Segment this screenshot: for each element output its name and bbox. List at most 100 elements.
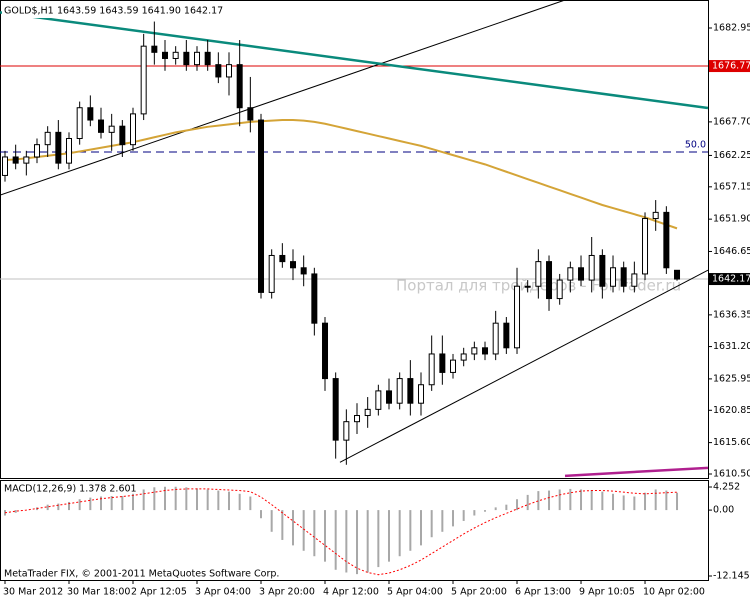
candle-body: [567, 267, 574, 281]
candle-body: [503, 322, 510, 349]
x-tick-label: 5 Apr 20:00: [451, 587, 507, 598]
candle-body: [204, 51, 211, 66]
candle-body: [300, 267, 307, 275]
candle-body: [140, 45, 147, 115]
candle-body: [44, 131, 51, 146]
candle-body: [556, 279, 563, 300]
candle-body: [172, 51, 179, 59]
candle-body: [119, 125, 126, 146]
candle-body: [546, 261, 553, 300]
x-tick-label: 9 Apr 10:05: [579, 587, 635, 598]
main-pane: [0, 0, 709, 479]
candle-body: [98, 119, 105, 133]
y-tick-label: -12.145: [713, 571, 750, 582]
macd-pane: [0, 480, 709, 581]
candle-body: [322, 322, 329, 380]
x-tick-label: 4 Apr 12:00: [323, 587, 379, 598]
candle-body: [12, 156, 19, 164]
y-tick-label: 0.00: [713, 505, 734, 516]
x-tick-label: 3 Apr 20:00: [259, 587, 315, 598]
candle-body: [578, 267, 585, 281]
bid-price-label: 1642.17: [712, 274, 750, 285]
candle-body: [450, 359, 457, 373]
y-tick-label: 1682.95: [713, 23, 750, 34]
y-tick-label: 1662.25: [713, 150, 750, 161]
header-bg: [2, 3, 202, 18]
fibo-label: 50.0: [685, 140, 706, 151]
candle-body: [23, 156, 30, 164]
x-tick-label: 5 Apr 04:00: [387, 587, 443, 598]
candle-body: [674, 269, 681, 280]
candle-body: [535, 261, 542, 287]
candle-body: [151, 45, 158, 53]
candle-body: [162, 51, 169, 59]
y-tick-label: 1646.65: [713, 246, 750, 257]
y-tick-label: 1631.20: [713, 341, 750, 352]
trend-line: [0, 11, 709, 110]
candle-body: [130, 113, 137, 146]
candle-body: [610, 267, 617, 287]
candle-body: [290, 261, 297, 269]
x-tick-label: 30 Mar 2012: [3, 587, 63, 598]
x-tick-label: 3 Apr 04:00: [195, 587, 251, 598]
candle-body: [418, 384, 425, 404]
y-tick-label: 1610.50: [713, 468, 750, 479]
candle-body: [311, 273, 318, 324]
signal-line: [4, 488, 678, 576]
candle-body: [439, 353, 446, 373]
candle-body: [642, 218, 649, 275]
candle-body: [247, 107, 254, 121]
candle-body: [66, 138, 73, 164]
x-tick-label: 6 Apr 13:00: [515, 587, 571, 598]
y-tick-label: 1667.70: [713, 116, 750, 127]
candle-body: [183, 51, 190, 66]
y-tick-label: 1657.15: [713, 181, 750, 192]
y-tick-label: 1620.85: [713, 405, 750, 416]
macd-title: MACD(12,26,9) 1.378 2.601: [4, 484, 137, 495]
candle-body: [524, 285, 531, 288]
y-tick-label: 4.252: [713, 482, 740, 493]
hline-price-box: [709, 60, 750, 73]
candle-body: [588, 254, 595, 281]
candle-body: [354, 415, 361, 423]
x-tick-label: 2 Apr 12:05: [131, 587, 187, 598]
candle-body: [652, 211, 659, 220]
candle-body: [428, 353, 435, 386]
candle-body: [514, 285, 521, 349]
candle-body: [258, 119, 265, 293]
candle-body: [108, 125, 115, 133]
candle-body: [34, 144, 41, 158]
candle-body: [492, 322, 499, 355]
y-tick-label: 1615.60: [713, 437, 750, 448]
candle-body: [55, 131, 62, 164]
y-tick-label: 1651.90: [713, 214, 750, 225]
candle-body: [215, 64, 222, 78]
candle-body: [76, 107, 83, 140]
candle-body: [599, 254, 606, 287]
symbol-title: GOLD$,H1: [4, 6, 54, 17]
candle-body: [226, 64, 233, 78]
candle-body: [364, 408, 371, 417]
candle-body: [620, 267, 627, 287]
candle-body: [471, 347, 478, 355]
candle-body: [279, 254, 286, 263]
footer: MetaTrader FIX, © 2001-2011 MetaQuotes S…: [4, 569, 279, 580]
candle-body: [396, 378, 403, 404]
candle-body: [236, 64, 243, 109]
bid-price-box: [709, 273, 750, 286]
candle-body: [631, 273, 638, 287]
trend-line: [564, 466, 709, 478]
candle-body: [343, 421, 350, 441]
candle-body: [386, 390, 393, 404]
candle-body: [482, 347, 489, 355]
candle-body: [407, 378, 414, 404]
hline-price-label: 1676.77: [712, 61, 750, 72]
candle-body: [663, 211, 670, 269]
candle-body: [2, 156, 8, 176]
trend-line: [0, 0, 566, 196]
candle-body: [194, 51, 201, 66]
